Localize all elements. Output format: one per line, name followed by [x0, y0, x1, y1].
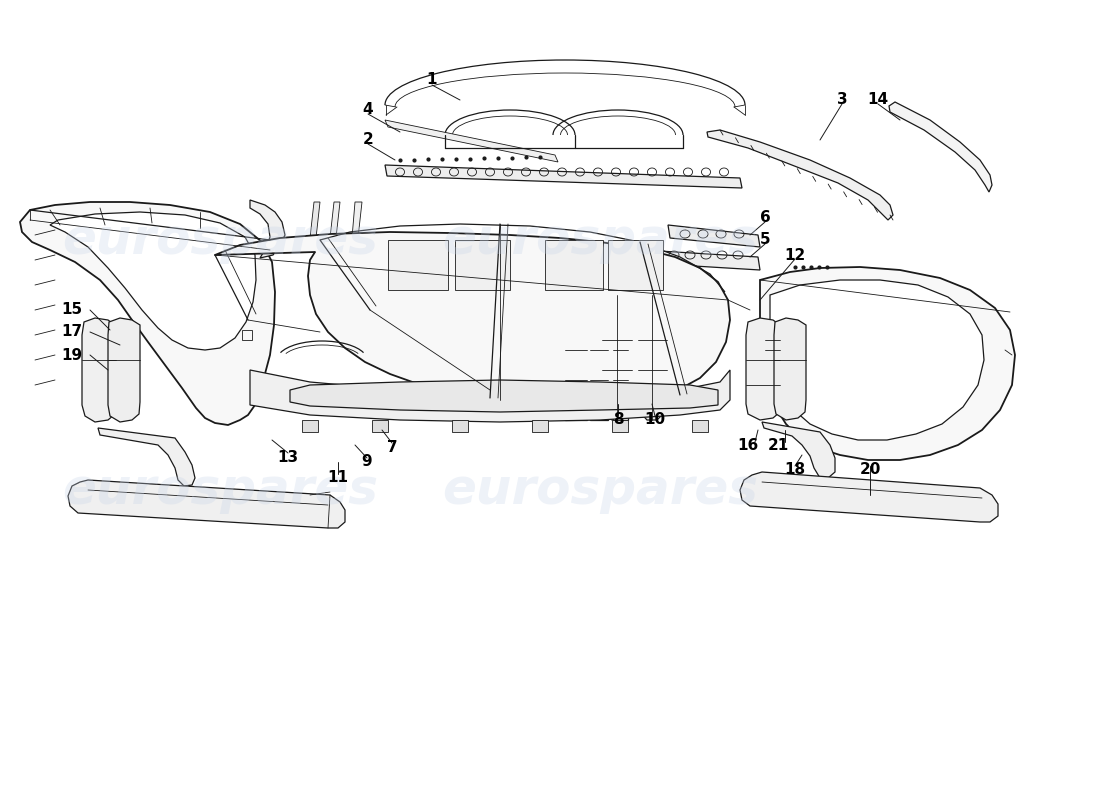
Text: eurospares: eurospares	[442, 216, 758, 264]
Polygon shape	[20, 202, 275, 425]
Text: 19: 19	[62, 347, 82, 362]
Polygon shape	[98, 428, 195, 486]
Text: 6: 6	[760, 210, 770, 226]
Polygon shape	[560, 245, 760, 270]
Polygon shape	[310, 202, 320, 238]
Polygon shape	[302, 420, 318, 432]
Text: 2: 2	[363, 133, 373, 147]
Polygon shape	[108, 318, 140, 422]
Text: 16: 16	[737, 438, 759, 453]
Polygon shape	[740, 472, 998, 522]
Polygon shape	[668, 225, 760, 247]
Text: 3: 3	[837, 93, 847, 107]
Polygon shape	[590, 300, 608, 420]
Text: 13: 13	[277, 450, 298, 465]
Text: 15: 15	[62, 302, 82, 318]
Polygon shape	[330, 238, 352, 252]
Polygon shape	[544, 240, 603, 290]
Text: 9: 9	[362, 454, 372, 470]
Polygon shape	[352, 202, 362, 238]
Text: eurospares: eurospares	[442, 466, 758, 514]
Polygon shape	[692, 420, 708, 432]
Text: 17: 17	[62, 325, 82, 339]
Polygon shape	[762, 422, 835, 478]
Text: 11: 11	[328, 470, 349, 486]
Polygon shape	[385, 165, 742, 188]
Text: 21: 21	[768, 438, 789, 453]
Text: 14: 14	[868, 93, 889, 107]
Polygon shape	[388, 240, 448, 290]
Polygon shape	[532, 420, 548, 432]
Text: 8: 8	[613, 413, 624, 427]
Polygon shape	[889, 102, 992, 192]
Polygon shape	[50, 212, 256, 350]
Text: 5: 5	[760, 233, 770, 247]
Text: 4: 4	[363, 102, 373, 118]
Polygon shape	[565, 300, 587, 420]
Polygon shape	[455, 240, 510, 290]
Text: 10: 10	[645, 413, 665, 427]
Polygon shape	[290, 380, 718, 412]
Polygon shape	[707, 130, 893, 220]
Text: eurospares: eurospares	[62, 466, 378, 514]
Text: 7: 7	[387, 439, 397, 454]
Polygon shape	[602, 292, 632, 420]
Text: eurospares: eurospares	[62, 216, 378, 264]
Polygon shape	[608, 240, 663, 290]
Text: 1: 1	[427, 73, 438, 87]
Polygon shape	[68, 480, 345, 528]
Polygon shape	[250, 200, 285, 258]
Polygon shape	[774, 318, 806, 420]
Polygon shape	[385, 120, 558, 162]
Polygon shape	[638, 292, 667, 420]
Polygon shape	[770, 280, 984, 440]
Polygon shape	[310, 238, 330, 250]
Polygon shape	[352, 238, 422, 260]
Polygon shape	[760, 267, 1015, 460]
Polygon shape	[250, 370, 730, 422]
Polygon shape	[746, 318, 780, 420]
Polygon shape	[214, 232, 730, 404]
Polygon shape	[330, 202, 340, 238]
Polygon shape	[82, 318, 116, 422]
Text: 12: 12	[784, 247, 805, 262]
Polygon shape	[612, 420, 628, 432]
Text: 18: 18	[784, 462, 805, 478]
Polygon shape	[452, 420, 468, 432]
Polygon shape	[372, 420, 388, 432]
Polygon shape	[613, 300, 628, 420]
Text: 20: 20	[859, 462, 881, 478]
